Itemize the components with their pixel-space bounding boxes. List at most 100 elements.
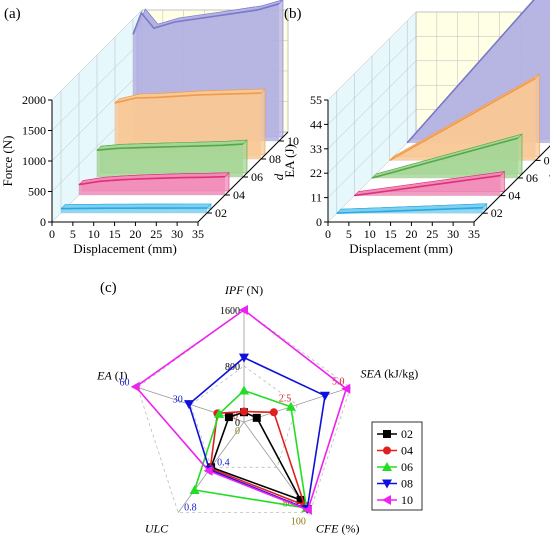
y-tick-label: 0 [316,215,322,229]
y-tick-label: 55 [310,93,322,107]
radar-axis-title: SEA (kJ/kg) [361,366,419,380]
x-tick-label: 30 [171,227,183,241]
x-tick-label: 5 [70,227,76,241]
radar-point-08 [320,391,330,401]
radar-tick-label: 2.5 [279,394,292,405]
legend-marker-06 [382,462,392,471]
series-line-06 [371,137,519,179]
radar-axis-name: IPF [224,283,244,297]
radar-axis-name: CFE [316,522,339,536]
z-tick-label: 06 [251,170,263,184]
y-tick-label: 33 [310,142,322,156]
y-tick-label: 2000 [22,93,46,107]
z-tick-label: 04 [233,188,245,202]
x-tick-label: 0 [49,227,55,241]
radar-point-02 [224,413,233,422]
radar-tick-label: 80 [283,498,293,509]
y-tick-label: 44 [310,117,322,131]
z-tick-label: 06 [526,171,538,185]
radar-tick-label: 1600 [220,306,240,317]
legend-label: 02 [401,427,413,441]
radar-point-06 [285,401,296,411]
x-tick-label: 10 [364,227,376,241]
radar-point-10 [203,465,213,476]
radar-series-06 [193,389,308,510]
z-axis-title: d [271,173,286,180]
radar-tick-label: 0 [235,418,240,429]
legend-label: 10 [401,493,413,507]
series-line-06 [96,143,244,151]
radar-axis-unit: (%) [342,522,360,536]
radar-grid [190,365,298,468]
radar-axis-name: EA [96,368,112,382]
legend-marker-08 [382,479,392,489]
radar-spoke [243,387,351,423]
legend-label: 04 [401,444,413,458]
radar-series-08 [188,356,326,511]
radar-point-10 [302,504,312,515]
z-tick-label: 04 [508,189,520,203]
radar-axis-title: ULC [145,522,169,536]
x-tick-label: 5 [346,227,352,241]
y-tick-label: 1000 [22,154,46,168]
radar-series-10 [134,309,348,511]
radar-tick-label: 30 [173,395,183,406]
y-tick-label: 22 [310,166,322,180]
panel-label: (a) [4,6,21,22]
legend-marker-02 [383,430,391,438]
series-line-04 [78,175,226,186]
radar-point-10 [130,381,140,392]
legend-marker-04 [383,446,391,455]
y-tick-label: 500 [28,185,46,199]
x-axis-title: Displacement (mm) [349,241,453,256]
radar-tick-label: 0.8 [184,503,197,514]
radar-point-08 [184,400,194,410]
radar-point-08 [239,353,249,363]
z-axis-title: d [546,174,550,181]
series-line-04 [354,174,501,197]
radar-tick-label: 60 [119,377,129,388]
y-tick-label: 11 [310,191,322,205]
radar-tick-label: 100 [291,517,306,528]
legend: 02 04 06 08 10 [371,421,423,511]
radar-axis-title: EA (J) [96,368,127,382]
y-axis-title: EA (J) [282,144,297,178]
x-tick-label: 25 [426,227,438,241]
panel-b: 05101520253035011223344550204060810Displ… [282,0,550,256]
z-tick-label: 08 [269,152,281,166]
x-tick-label: 10 [88,227,100,241]
radar-axis-name: SEA [361,366,382,380]
y-tick-label: 0 [40,215,46,229]
x-tick-label: 0 [325,227,331,241]
x-tick-label: 35 [192,227,204,241]
x-tick-label: 30 [447,227,459,241]
y-axis-title: Force (N) [0,136,15,187]
z-tick-label: 02 [215,206,227,220]
ribbon-front-04 [79,176,225,195]
radar-point-04 [269,408,278,417]
radar-tick-label: 0 [235,426,240,437]
radar-axis-title: IPF (N) [224,283,263,297]
radar-axis-name: ULC [145,522,169,536]
panel-a: 0 5 10 15 20 25 30 35 0 500 1000 1500 2000 02 04 06 08 10… [0,0,299,256]
radar-point-10 [341,383,351,394]
radar-point-02 [296,495,305,504]
series-line-08 [114,92,262,104]
x-tick-label: 20 [129,227,141,241]
legend-box [371,421,423,511]
ribbon-front-06 [97,144,243,177]
radar-grid [137,309,351,513]
radar-point-02 [252,413,261,422]
radar-point-06 [189,485,200,494]
ribbon-front-02 [61,208,207,213]
z-tick-label: 02 [491,206,503,220]
series-line-10 [132,3,280,35]
series-line-02 [60,207,207,210]
x-tick-label: 15 [109,227,121,241]
x-tick-label: 25 [150,227,162,241]
radar-tick-label: 0.4 [217,457,230,468]
legend-label: 08 [401,477,413,491]
radar-axis-unit: (N) [246,283,263,297]
